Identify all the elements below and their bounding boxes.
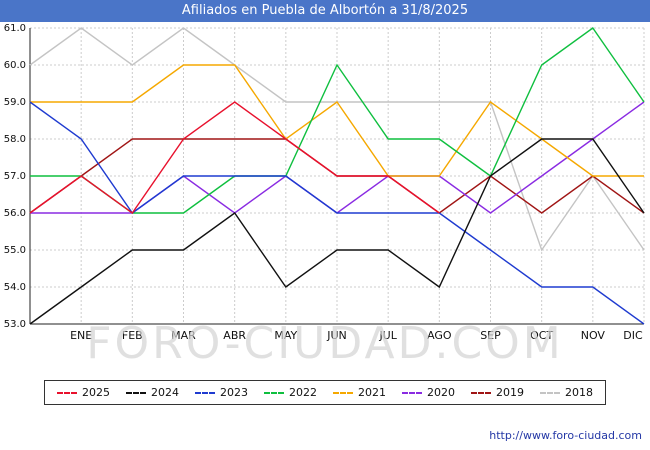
x-tick-label: JUL: [378, 329, 397, 342]
legend-item-2020: 2020: [402, 386, 455, 399]
y-tick-label: 55.0: [4, 245, 26, 256]
y-tick-label: 60.0: [4, 60, 26, 71]
x-tick-label: OCT: [530, 329, 553, 342]
legend-label: 2018: [565, 386, 593, 399]
legend-item-2023: 2023: [195, 386, 248, 399]
legend-label: 2020: [427, 386, 455, 399]
x-tick-label: ABR: [223, 329, 246, 342]
legend-label: 2019: [496, 386, 524, 399]
x-tick-label: FEB: [122, 329, 143, 342]
legend-line-icon: [402, 391, 422, 394]
y-tick-label: 54.0: [4, 282, 26, 293]
page-title: Afiliados en Puebla de Albortón a 31/8/2…: [0, 0, 650, 22]
footer-url-link[interactable]: http://www.foro-ciudad.com: [489, 429, 642, 442]
y-tick-label: 58.0: [4, 134, 26, 145]
series-2024: [29, 138, 645, 325]
x-tick-label: DIC: [623, 329, 643, 342]
series-2025: [29, 101, 440, 214]
y-tick-label: 61.0: [4, 23, 26, 34]
x-tick-label: JUN: [326, 329, 347, 342]
legend-item-2021: 2021: [333, 386, 386, 399]
legend-label: 2022: [289, 386, 317, 399]
x-tick-label: ENE: [70, 329, 92, 342]
legend-label: 2023: [220, 386, 248, 399]
legend-line-icon: [195, 391, 215, 394]
legend-item-2024: 2024: [126, 386, 179, 399]
legend-line-icon: [540, 391, 560, 394]
y-tick-label: 56.0: [4, 208, 26, 219]
legend-line-icon: [57, 391, 77, 394]
x-tick-label: MAR: [171, 329, 196, 342]
legend-item-2018: 2018: [540, 386, 593, 399]
legend-item-2022: 2022: [264, 386, 317, 399]
legend: 2025 2024 2023 2022 2021 2020 2019 2018: [44, 380, 606, 405]
chart-container: 53.0 54.0 55.0 56.0 57.0 58.0 59.0 60.0 61.0 ENE F…: [0, 22, 650, 369]
legend-label: 2024: [151, 386, 179, 399]
y-tick-label: 57.0: [4, 171, 26, 182]
line-chart: 53.0 54.0 55.0 56.0 57.0 58.0 59.0 60.0 61.0 ENE F…: [4, 23, 645, 342]
x-tick-label: SEP: [480, 329, 501, 342]
y-tick-label: 53.0: [4, 319, 26, 330]
legend-line-icon: [333, 391, 353, 394]
legend-line-icon: [126, 391, 146, 394]
x-tick-label: AGO: [427, 329, 452, 342]
legend-line-icon: [264, 391, 284, 394]
legend-line-icon: [471, 391, 491, 394]
x-tick-label: MAY: [274, 329, 297, 342]
legend-item-2019: 2019: [471, 386, 524, 399]
x-tick-label: NOV: [581, 329, 606, 342]
legend-label: 2025: [82, 386, 110, 399]
legend-label: 2021: [358, 386, 386, 399]
legend-item-2025: 2025: [57, 386, 110, 399]
y-tick-label: 59.0: [4, 97, 26, 108]
